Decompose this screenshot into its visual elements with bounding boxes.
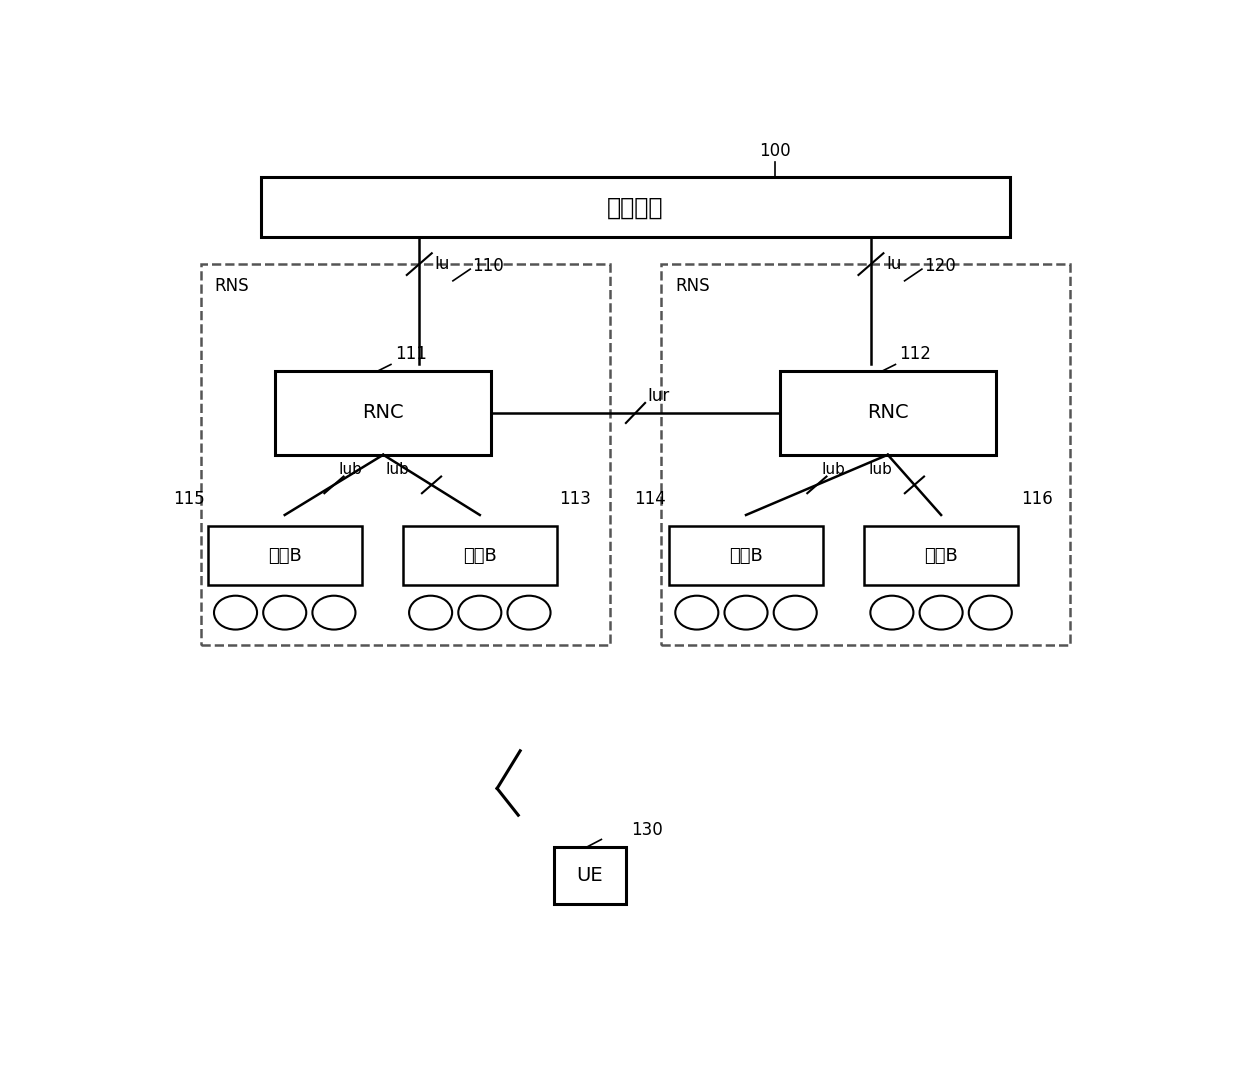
Text: 节点B: 节点B [268, 546, 301, 565]
FancyBboxPatch shape [260, 177, 1011, 238]
Text: 130: 130 [631, 821, 662, 838]
Text: Iub: Iub [822, 462, 846, 477]
FancyBboxPatch shape [670, 527, 823, 585]
Text: RNC: RNC [362, 404, 404, 422]
Text: 节点B: 节点B [924, 546, 959, 565]
Text: RNS: RNS [215, 277, 249, 294]
Text: RNS: RNS [675, 277, 709, 294]
Text: 110: 110 [472, 256, 503, 275]
FancyBboxPatch shape [275, 371, 491, 455]
FancyBboxPatch shape [661, 264, 1070, 645]
FancyBboxPatch shape [554, 847, 626, 904]
Text: 节点B: 节点B [463, 546, 497, 565]
Ellipse shape [263, 596, 306, 630]
Ellipse shape [968, 596, 1012, 630]
Text: 111: 111 [394, 344, 427, 363]
Ellipse shape [215, 596, 257, 630]
Text: 115: 115 [174, 490, 205, 508]
Ellipse shape [676, 596, 718, 630]
FancyBboxPatch shape [201, 264, 610, 645]
Text: Iu: Iu [887, 255, 901, 273]
Text: 112: 112 [899, 344, 931, 363]
Ellipse shape [920, 596, 962, 630]
Text: Iub: Iub [868, 462, 892, 477]
Text: Iur: Iur [647, 387, 670, 405]
Text: 113: 113 [559, 490, 591, 508]
Ellipse shape [459, 596, 501, 630]
FancyBboxPatch shape [208, 527, 362, 585]
Text: 核心网络: 核心网络 [608, 195, 663, 219]
Text: 120: 120 [924, 256, 956, 275]
Text: Iub: Iub [339, 462, 362, 477]
Text: Iu: Iu [435, 255, 450, 273]
Text: Iub: Iub [386, 462, 409, 477]
Text: 100: 100 [759, 142, 791, 161]
Text: UE: UE [577, 866, 603, 885]
Ellipse shape [774, 596, 817, 630]
Ellipse shape [724, 596, 768, 630]
Text: 114: 114 [635, 490, 666, 508]
Ellipse shape [870, 596, 914, 630]
Ellipse shape [409, 596, 453, 630]
Ellipse shape [507, 596, 551, 630]
Text: 节点B: 节点B [729, 546, 763, 565]
FancyBboxPatch shape [864, 527, 1018, 585]
FancyBboxPatch shape [403, 527, 557, 585]
FancyBboxPatch shape [780, 371, 996, 455]
Text: 116: 116 [1021, 490, 1053, 508]
Ellipse shape [312, 596, 356, 630]
Text: RNC: RNC [867, 404, 909, 422]
